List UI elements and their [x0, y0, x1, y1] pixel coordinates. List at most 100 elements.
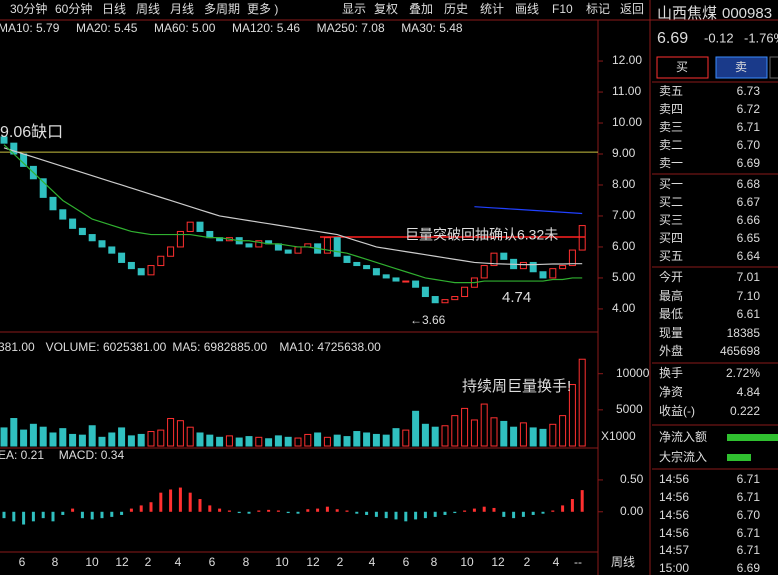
volume-bar — [147, 431, 155, 447]
row-label: 卖二 — [659, 138, 683, 152]
toolbar-tab[interactable]: 月线 — [170, 2, 194, 16]
row-value: 18385 — [727, 326, 761, 340]
toolbar-button[interactable]: 历史 — [444, 2, 468, 16]
toolbar-button[interactable]: 画线 — [515, 2, 539, 16]
row-value: 6.71 — [737, 472, 761, 486]
flow-bar — [727, 434, 778, 441]
toolbar-button[interactable]: 显示 — [342, 2, 366, 16]
candle — [490, 252, 498, 267]
x-tick-label: 6 — [209, 555, 216, 569]
row-label: 卖四 — [659, 102, 683, 116]
row-label: 现量 — [659, 326, 683, 340]
y-tick-label: 5000 — [616, 402, 643, 416]
annotation: 9.06缺口 — [0, 123, 63, 141]
row-label: 外盘 — [659, 343, 683, 358]
x-tick-label: 12 — [491, 555, 505, 569]
legend-entry: MA10: 4725638.00 — [279, 340, 381, 354]
volume-bar — [49, 432, 57, 447]
sell-button[interactable] — [715, 56, 768, 79]
volume-bar — [225, 435, 233, 447]
toolbar-tab[interactable]: 周线 — [136, 2, 160, 16]
volume-bar — [255, 436, 263, 447]
toolbar-tab[interactable]: 更多 ) — [247, 2, 278, 16]
y-tick-label: 12.00 — [612, 53, 642, 67]
volume-bar — [549, 423, 557, 447]
stock-name: 山西焦煤 — [657, 5, 717, 22]
candle — [461, 286, 469, 298]
buy-label[interactable]: 买 — [676, 60, 688, 74]
legend-entry: MA60: 5.00 — [154, 21, 216, 35]
toolbar-button[interactable]: 复权 — [374, 2, 398, 16]
volume-bar — [206, 434, 214, 447]
y-tick-label: 4.00 — [612, 301, 636, 315]
volume-bar — [363, 432, 371, 447]
volume-bar — [216, 436, 224, 447]
row-label: 卖三 — [659, 120, 683, 134]
candle — [519, 261, 527, 270]
volume-bar — [470, 419, 478, 447]
period-label: 周线 — [611, 555, 635, 569]
row-label: 14:57 — [659, 543, 689, 557]
volume-bar — [69, 433, 77, 447]
y-tick-label: 10000 — [616, 366, 650, 380]
candle — [333, 237, 341, 257]
legend-entry: MACD: 0.34 — [59, 448, 125, 462]
flow-bar — [727, 454, 751, 461]
price: 6.69 — [657, 30, 688, 47]
volume-bar — [510, 426, 518, 447]
y-tick-label: 11.00 — [612, 84, 641, 98]
volume-bar — [372, 433, 380, 447]
legend-entry: MA5: 6982885.00 — [172, 340, 267, 354]
candle — [108, 246, 116, 254]
sell-label[interactable]: 卖 — [735, 60, 747, 74]
candle — [441, 299, 449, 304]
row-value: 7.10 — [737, 289, 761, 303]
y-tick-label: 0.00 — [620, 504, 644, 518]
volume-bar — [519, 422, 527, 447]
toolbar-tab[interactable]: 多周期 — [204, 2, 240, 16]
row-label: 买二 — [659, 195, 683, 209]
toolbar-tab[interactable]: 日线 — [102, 2, 126, 16]
more-button[interactable] — [769, 56, 778, 79]
volume-bar — [304, 433, 312, 447]
candle — [559, 265, 567, 270]
candle — [353, 261, 361, 267]
candle — [343, 255, 351, 263]
candle — [539, 271, 547, 279]
toolbar-button[interactable]: 统计 — [480, 2, 504, 16]
row-label: 今开 — [659, 269, 683, 284]
volume-bar — [461, 407, 469, 447]
x-tick-label: 10 — [460, 555, 474, 569]
candle — [421, 286, 429, 298]
volume-bar — [314, 432, 322, 447]
toolbar-tab[interactable]: 60分钟 — [55, 1, 92, 16]
volume-bar — [431, 426, 439, 447]
toolbar-button[interactable]: 返回 — [620, 2, 644, 16]
row-value: 7.01 — [737, 270, 761, 284]
x-tick-label: 2 — [524, 555, 531, 569]
candle — [500, 252, 508, 260]
toolbar-tab[interactable]: 30分钟 — [10, 1, 47, 16]
row-value: 6.67 — [737, 195, 761, 209]
toolbar-button[interactable]: F10 — [552, 2, 573, 16]
row-label: 14:56 — [659, 526, 689, 540]
row-value: 6.71 — [737, 490, 761, 504]
x-tick-label: 4 — [175, 555, 182, 569]
volume-bar — [88, 425, 96, 447]
row-value: 6.71 — [737, 543, 761, 557]
x-tick-label: 8 — [243, 555, 250, 569]
annotation: ←3.66 — [410, 313, 446, 327]
candle — [137, 268, 145, 276]
buy-button[interactable] — [656, 56, 709, 79]
x-tick-label: 10 — [85, 555, 99, 569]
volume-bar — [392, 428, 400, 447]
toolbar-button[interactable]: 叠加 — [409, 2, 433, 16]
volume-bar — [402, 429, 410, 447]
candle — [480, 265, 488, 279]
x-tick-label: 8 — [431, 555, 438, 569]
toolbar-button[interactable]: 标记 — [586, 2, 610, 16]
row-value: 6.71 — [737, 120, 761, 134]
legend-entry: VOLUME: 6025381.00 — [46, 340, 167, 354]
row-value: 6.72 — [737, 102, 761, 116]
